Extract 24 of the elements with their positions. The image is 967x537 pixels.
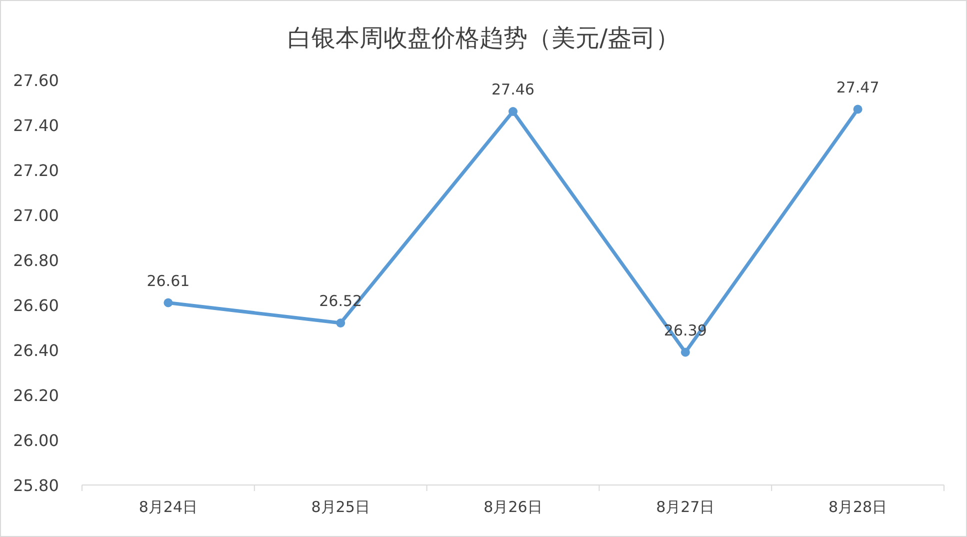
y-tick-label: 27.00 (13, 206, 59, 225)
data-label: 26.61 (146, 272, 190, 290)
y-tick-label: 26.40 (13, 341, 59, 360)
y-tick-label: 26.60 (13, 296, 59, 315)
y-tick-label: 26.80 (13, 251, 59, 270)
point (508, 107, 518, 116)
y-tick-label: 26.20 (13, 386, 59, 405)
y-tick-label: 27.20 (13, 161, 59, 180)
y-tick-label: 25.80 (13, 476, 59, 495)
x-tick-label: 8月27日 (656, 498, 715, 516)
x-tick-label: 8月25日 (311, 498, 370, 516)
y-tick-label: 27.40 (13, 116, 59, 135)
data-label: 27.47 (836, 78, 880, 96)
point (336, 318, 346, 328)
x-tick-label: 8月28日 (828, 498, 888, 516)
y-tick-label: 26.00 (13, 431, 59, 450)
point (680, 348, 690, 357)
x-tick-label: 8月26日 (484, 498, 542, 516)
chart-title: 白银本周收盘价格趋势（美元/盎司） (287, 24, 680, 52)
data-label: 27.46 (492, 80, 534, 98)
x-tick-label: 8月24日 (138, 498, 198, 516)
point (164, 298, 173, 308)
point (853, 104, 862, 114)
y-tick-label: 27.60 (13, 71, 59, 90)
